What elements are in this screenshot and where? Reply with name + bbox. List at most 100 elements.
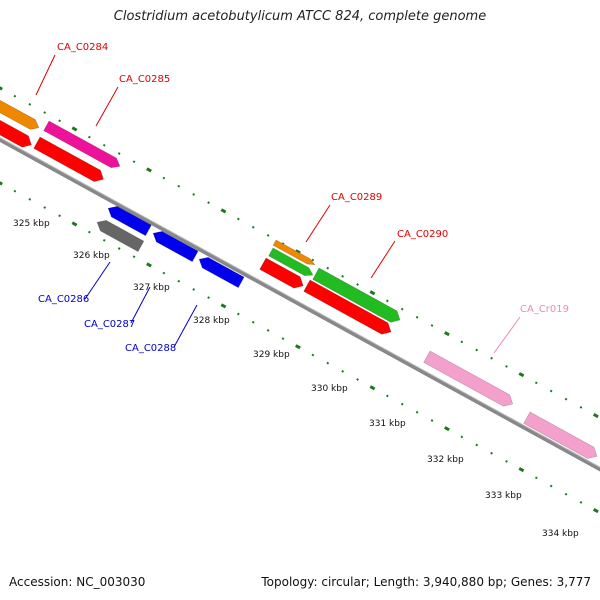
leader-line — [95, 86, 119, 127]
gene-label-text: CA_C0286 — [38, 294, 89, 305]
tick-mark — [534, 381, 538, 385]
tick-mark — [400, 402, 404, 406]
leader-line — [130, 286, 151, 324]
tick-mark — [13, 94, 17, 98]
tick-mark — [0, 181, 3, 186]
gene-arrow-ca-c0290 — [312, 267, 401, 323]
tick-label: 329 kbp — [253, 350, 290, 360]
tick-mark — [71, 221, 78, 227]
tick-mark — [132, 160, 136, 164]
gene-arrow-ca-cr019-b — [523, 411, 598, 459]
tick-mark — [549, 389, 553, 393]
tick-mark — [475, 443, 479, 447]
gene-arrow-ca-c0289 — [272, 239, 316, 266]
tick-mark — [415, 410, 419, 414]
tick-mark — [58, 119, 61, 123]
tick-mark — [207, 296, 210, 300]
tick-mark — [88, 135, 91, 139]
tick-mark — [400, 307, 404, 311]
gene-label-ca-c0288: CA_C0288 — [125, 304, 198, 354]
tick-mark — [311, 353, 315, 357]
gene-arrow-ca-c0284 — [0, 99, 40, 130]
gene-arrow-ca-c0288 — [198, 257, 245, 289]
tick-mark — [460, 340, 464, 344]
gene-arrow-ca-cr019 — [423, 350, 514, 407]
tick-mark — [281, 242, 285, 245]
tick-mark — [549, 484, 553, 488]
leader-line — [493, 316, 521, 354]
gene-label-ca-c0284: CA_C0284 — [35, 42, 108, 96]
tick-rows — [0, 86, 599, 514]
leader-line — [84, 261, 111, 300]
tick-mark — [490, 356, 493, 360]
tick-mark — [28, 198, 32, 201]
tick-mark — [326, 266, 330, 270]
gene-label-text: CA_C0285 — [119, 74, 170, 85]
tick-mark — [0, 86, 3, 91]
tick-mark — [518, 467, 525, 473]
gene-label-ca-cr019: CA_Cr019 — [493, 304, 569, 354]
accession-text: Accession: NC_003030 — [9, 575, 146, 589]
gene-label-text: CA_C0287 — [84, 319, 135, 330]
gene-label-ca-c0289: CA_C0289 — [305, 192, 382, 243]
outer-tick-row — [0, 86, 599, 419]
tick-mark — [220, 208, 227, 214]
tick-mark — [311, 258, 315, 262]
topology-text: Topology: circular; Length: 3,940,880 bp… — [261, 575, 591, 589]
backbone-highlight — [0, 137, 600, 468]
tick-label: 330 kbp — [311, 384, 348, 394]
tick-mark — [266, 234, 270, 237]
tick-mark — [236, 217, 240, 221]
tick-mark — [58, 214, 61, 218]
tick-mark — [385, 394, 389, 398]
tick-mark — [564, 492, 568, 496]
tick-mark — [28, 103, 32, 106]
tick-mark — [369, 290, 376, 296]
gene-arrow-green-1 — [268, 247, 314, 276]
tick-mark — [281, 337, 285, 340]
tick-mark — [341, 369, 344, 373]
gene-label-ca-c0285: CA_C0285 — [95, 74, 170, 127]
tick-mark — [369, 385, 376, 391]
tick-mark — [505, 460, 508, 463]
gene-arrow-red-4 — [303, 279, 392, 335]
tick-mark — [564, 397, 568, 401]
tick-mark — [71, 126, 78, 132]
tick-mark — [117, 247, 121, 250]
tick-mark — [295, 249, 301, 255]
gene-arrow-ca-c0287 — [152, 231, 199, 263]
tick-label: 328 kbp — [193, 316, 230, 326]
tick-mark — [295, 344, 301, 350]
tick-mark — [443, 426, 450, 432]
tick-mark — [192, 193, 196, 196]
tick-mark — [579, 406, 583, 409]
tick-mark — [43, 206, 47, 209]
gene-label-text: CA_C0290 — [397, 229, 448, 240]
tick-mark — [177, 184, 181, 188]
gene-label-text: CA_C0289 — [331, 192, 382, 203]
tick-mark — [356, 283, 359, 286]
label-layer: 325 kbp 326 kbp 327 kbp 328 kbp 329 kbp 330 k… — [13, 42, 579, 539]
tick-mark — [88, 230, 91, 234]
tick-mark — [102, 238, 106, 242]
tick-label: 332 kbp — [427, 455, 464, 465]
tick-mark — [132, 255, 136, 259]
gene-arrow-ca-c0286 — [96, 220, 145, 253]
tick-mark — [534, 476, 538, 480]
tick-mark — [415, 315, 419, 319]
gene-arrow-red-1 — [0, 119, 32, 148]
gene-label-ca-c0286: CA_C0286 — [38, 261, 111, 305]
tick-label: 331 kbp — [369, 419, 406, 429]
tick-mark — [162, 176, 166, 180]
gene-label-text: CA_C0284 — [57, 42, 108, 53]
tick-mark — [430, 324, 434, 327]
gene-label-ca-c0290: CA_C0290 — [370, 229, 448, 279]
tick-mark — [460, 435, 464, 439]
tick-mark — [177, 279, 181, 283]
tick-label: 333 kbp — [485, 491, 522, 501]
tick-mark — [592, 413, 599, 419]
tick-label: 334 kbp — [542, 529, 579, 539]
feature-layer — [0, 99, 598, 459]
tick-mark — [579, 501, 583, 504]
